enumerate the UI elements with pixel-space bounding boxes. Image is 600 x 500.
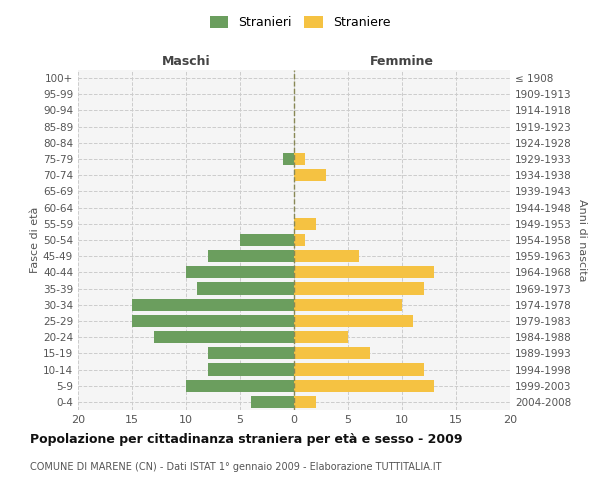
Bar: [294, 282, 424, 294]
Y-axis label: Fasce di età: Fasce di età: [30, 207, 40, 273]
Bar: [294, 218, 316, 230]
Bar: [283, 153, 294, 165]
Bar: [197, 282, 294, 294]
Bar: [294, 266, 434, 278]
Bar: [154, 331, 294, 343]
Bar: [208, 364, 294, 376]
Bar: [294, 348, 370, 360]
Text: Popolazione per cittadinanza straniera per età e sesso - 2009: Popolazione per cittadinanza straniera p…: [30, 432, 463, 446]
Bar: [186, 380, 294, 392]
Bar: [208, 250, 294, 262]
Text: Maschi: Maschi: [161, 56, 211, 68]
Bar: [294, 380, 434, 392]
Bar: [294, 234, 305, 246]
Bar: [294, 315, 413, 327]
Legend: Stranieri, Straniere: Stranieri, Straniere: [205, 11, 395, 34]
Bar: [186, 266, 294, 278]
Text: COMUNE DI MARENE (CN) - Dati ISTAT 1° gennaio 2009 - Elaborazione TUTTITALIA.IT: COMUNE DI MARENE (CN) - Dati ISTAT 1° ge…: [30, 462, 442, 472]
Bar: [132, 298, 294, 311]
Text: Femmine: Femmine: [370, 56, 434, 68]
Y-axis label: Anni di nascita: Anni di nascita: [577, 198, 587, 281]
Bar: [240, 234, 294, 246]
Bar: [294, 250, 359, 262]
Bar: [294, 364, 424, 376]
Bar: [251, 396, 294, 408]
Bar: [294, 298, 402, 311]
Bar: [294, 169, 326, 181]
Bar: [132, 315, 294, 327]
Bar: [294, 396, 316, 408]
Bar: [294, 153, 305, 165]
Bar: [294, 331, 348, 343]
Bar: [208, 348, 294, 360]
